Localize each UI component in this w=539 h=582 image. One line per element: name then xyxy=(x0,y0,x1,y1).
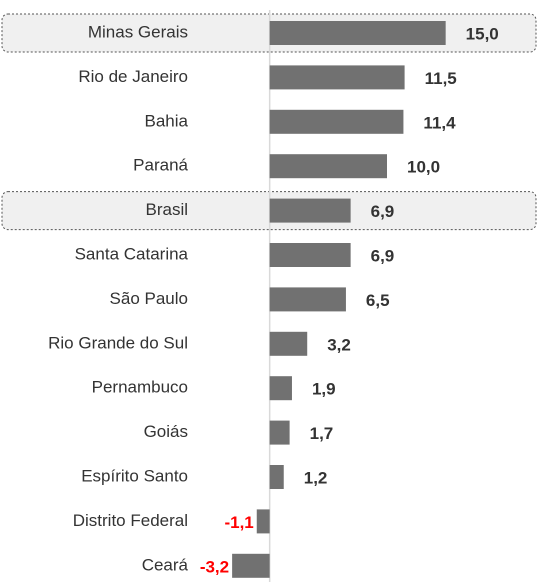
bar xyxy=(269,198,351,223)
value-label: 1,9 xyxy=(312,380,336,399)
value-label: 6,9 xyxy=(371,202,395,221)
value-label: 11,4 xyxy=(423,113,456,132)
value-label: 11,5 xyxy=(425,69,457,88)
bar xyxy=(269,65,405,90)
bar xyxy=(269,376,292,401)
category-label: Brasil xyxy=(145,200,188,219)
bar xyxy=(269,287,346,312)
value-label: 15,0 xyxy=(466,24,499,43)
value-label: 1,7 xyxy=(310,424,334,443)
category-label: Minas Gerais xyxy=(88,22,188,41)
category-label: Paraná xyxy=(133,156,188,175)
category-label: Goiás xyxy=(144,422,188,441)
category-label: Santa Catarina xyxy=(75,244,189,263)
bar xyxy=(269,21,446,45)
bar xyxy=(269,331,308,356)
value-label: 6,5 xyxy=(366,291,390,310)
bar xyxy=(256,509,270,534)
value-label: -3,2 xyxy=(200,557,229,576)
category-label: Espírito Santo xyxy=(81,466,188,485)
category-label: Ceará xyxy=(142,555,189,574)
bar xyxy=(269,154,387,179)
value-label: 10,0 xyxy=(407,158,440,177)
category-label: Distrito Federal xyxy=(73,511,188,530)
bar xyxy=(269,465,284,489)
value-label: -1,1 xyxy=(224,513,253,532)
bar xyxy=(232,553,270,578)
category-label: Pernambuco xyxy=(92,378,188,397)
category-label: Rio Grande do Sul xyxy=(48,333,188,352)
value-label: 1,2 xyxy=(304,468,328,487)
bar xyxy=(269,109,404,134)
value-label: 6,9 xyxy=(371,246,395,265)
bar xyxy=(269,243,351,267)
category-label: São Paulo xyxy=(110,289,188,308)
value-label: 3,2 xyxy=(327,335,351,354)
bar xyxy=(269,420,290,445)
category-label: Bahia xyxy=(145,111,189,130)
category-label: Rio de Janeiro xyxy=(78,67,188,86)
